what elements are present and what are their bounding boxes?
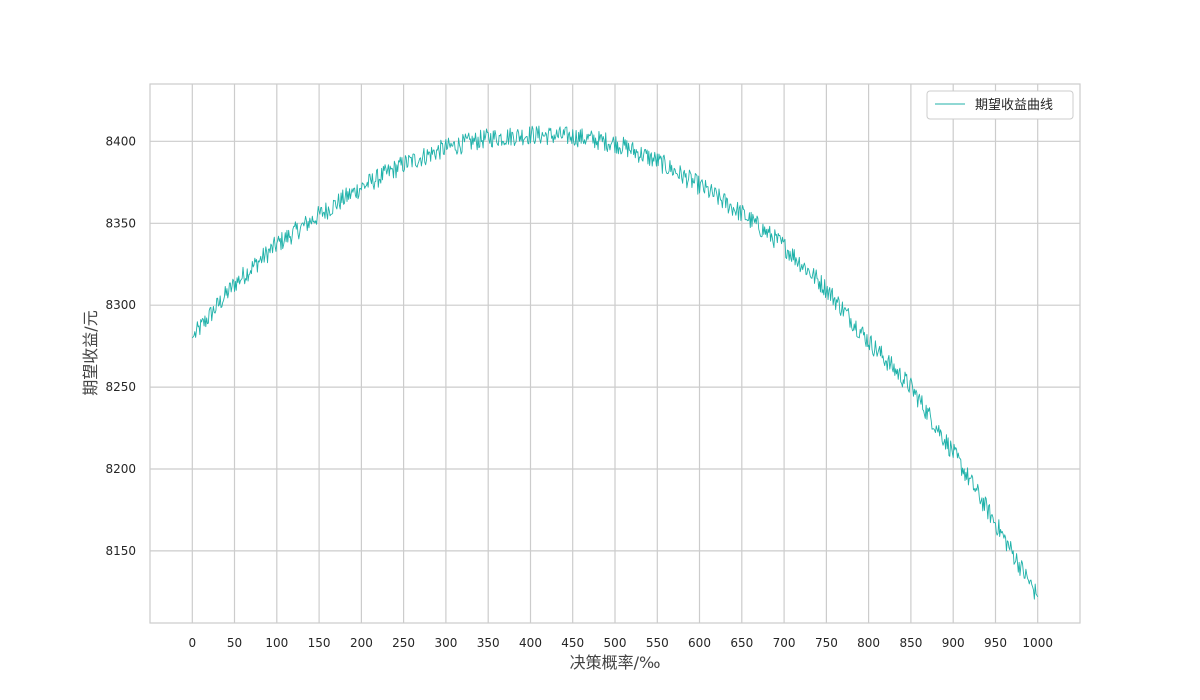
y-tick-label: 8300 (105, 298, 136, 312)
y-tick-label: 8200 (105, 462, 136, 476)
x-tick-label: 800 (857, 636, 880, 650)
plot-frame (149, 83, 1081, 624)
x-tick-label: 550 (646, 636, 669, 650)
legend-label: 期望收益曲线 (975, 97, 1053, 113)
x-tick-label: 350 (477, 636, 500, 650)
x-tick-label: 650 (730, 636, 753, 650)
x-tick-label: 300 (434, 636, 457, 650)
y-tick-label: 8250 (105, 380, 136, 394)
x-tick-label: 50 (227, 636, 242, 650)
grid-lines (150, 84, 1080, 623)
x-tick-label: 500 (604, 636, 627, 650)
y-axis-label: 期望收益/元 (81, 310, 100, 395)
series-line (191, 125, 1039, 600)
x-tick-label: 700 (773, 636, 796, 650)
x-tick-label: 850 (899, 636, 922, 650)
x-tick-label: 900 (942, 636, 965, 650)
x-axis-label: 决策概率/‰ (570, 653, 661, 672)
x-tick-label: 1000 (1022, 636, 1053, 650)
x-tick-label: 200 (350, 636, 373, 650)
x-tick-label: 450 (561, 636, 584, 650)
x-tick-label: 0 (188, 636, 196, 650)
x-axis-ticks: 0 50 100 150 200 250 300 350 400 450 500 550 600 650 7… (188, 636, 1052, 650)
y-tick-label: 8150 (105, 544, 136, 558)
legend-box (926, 90, 1074, 120)
x-tick-label: 150 (308, 636, 331, 650)
x-tick-label: 750 (815, 636, 838, 650)
x-tick-label: 100 (265, 636, 288, 650)
y-tick-label: 8350 (105, 216, 136, 230)
x-tick-label: 400 (519, 636, 542, 650)
y-axis-ticks: 8150 8200 8250 8300 8350 8400 (105, 134, 136, 558)
legend: 期望收益曲线 (926, 90, 1074, 120)
series-layer (191, 125, 1039, 600)
x-tick-label: 250 (392, 636, 415, 650)
x-tick-label: 600 (688, 636, 711, 650)
y-tick-label: 8400 (105, 134, 136, 148)
x-tick-label: 950 (984, 636, 1007, 650)
